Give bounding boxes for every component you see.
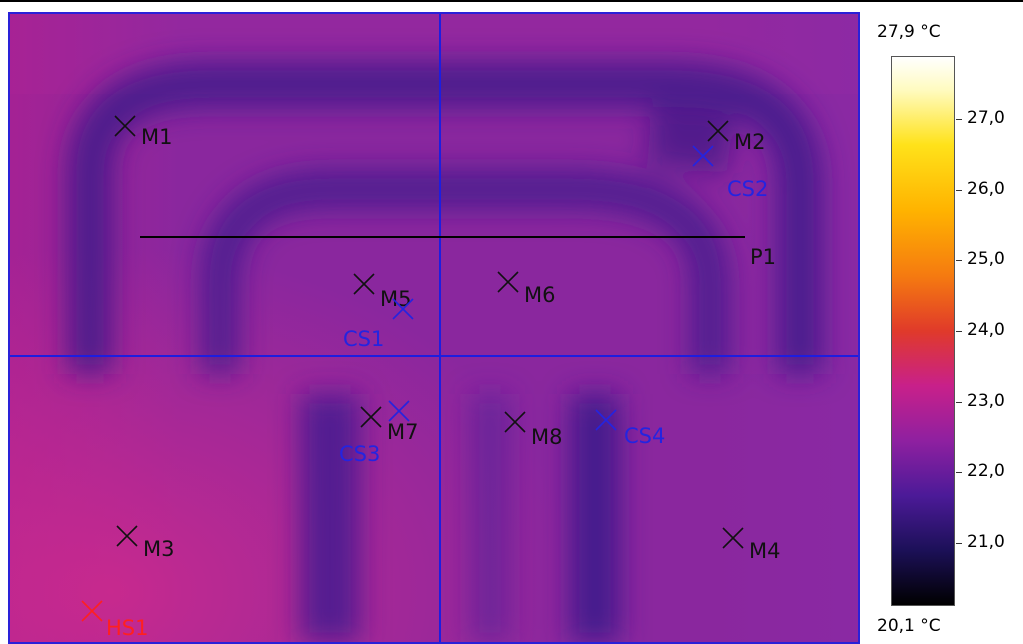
marker-hs1[interactable]: HS1 bbox=[81, 600, 148, 640]
marker-cs1[interactable]: CS1 bbox=[343, 298, 414, 351]
colorbar-tick bbox=[956, 331, 962, 332]
marker-m6[interactable]: M6 bbox=[497, 271, 555, 307]
colorbar-tick bbox=[956, 189, 962, 191]
marker-label-m5: M5 bbox=[380, 287, 411, 311]
marker-m8[interactable]: M8 bbox=[504, 411, 562, 449]
marker-label-cs3: CS3 bbox=[339, 442, 380, 466]
marker-label-m8: M8 bbox=[531, 425, 562, 449]
marker-label-m6: M6 bbox=[524, 283, 555, 307]
marker-cs2[interactable]: CS2 bbox=[692, 145, 768, 201]
marker-m3[interactable]: M3 bbox=[116, 525, 174, 561]
marker-label-m2: M2 bbox=[734, 130, 765, 154]
colorbar-tick-label: 26,0 bbox=[967, 178, 1005, 199]
colorbar-tick-label: 25,0 bbox=[967, 249, 1005, 270]
marker-label-cs4: CS4 bbox=[624, 424, 665, 448]
temperature-colorbar bbox=[891, 56, 955, 606]
measurement-markers: M1 M2 M3 M4 M5 M6 M7 M8 CS1 CS2 CS3 CS4 HS1 bbox=[81, 115, 780, 640]
colorbar-tick bbox=[956, 542, 962, 544]
scale-max-label: 27,9 °C bbox=[877, 22, 941, 42]
colorbar-tick bbox=[956, 260, 962, 262]
marker-m4[interactable]: M4 bbox=[722, 527, 780, 563]
marker-m1[interactable]: M1 bbox=[114, 115, 172, 149]
colorbar-tick bbox=[956, 119, 962, 121]
marker-m7[interactable]: M7 bbox=[360, 406, 418, 444]
outer-cool-arc bbox=[67, 61, 823, 374]
colorbar-tick-label: 27,0 bbox=[967, 108, 1005, 129]
colorbar-tick-label: 23,0 bbox=[967, 390, 1005, 411]
colorbar-tick bbox=[956, 472, 962, 474]
marker-m2[interactable]: M2 bbox=[707, 120, 765, 154]
thermogram-canvas[interactable]: P1 M1 M2 M3 M4 M5 M6 M7 M8 CS1 CS2 CS3 CS4 HS1 bbox=[10, 14, 858, 642]
scale-min-label: 20,1 °C bbox=[877, 616, 941, 636]
colorbar-tick-label: 24,0 bbox=[967, 320, 1005, 340]
marker-label-m7: M7 bbox=[387, 420, 418, 444]
marker-label-m1: M1 bbox=[141, 125, 172, 149]
marker-cs3[interactable]: CS3 bbox=[339, 400, 410, 466]
top-border-rule bbox=[0, 0, 1023, 2]
thermal-image-view[interactable]: P1 M1 M2 M3 M4 M5 M6 M7 M8 CS1 CS2 CS3 CS4 HS1 bbox=[8, 12, 860, 644]
colorbar-tick-label: 22,0 bbox=[967, 461, 1005, 482]
marker-label-m3: M3 bbox=[143, 537, 174, 561]
marker-label-cs2: CS2 bbox=[727, 177, 768, 201]
profile-line-label: P1 bbox=[750, 245, 776, 269]
colorbar-tick bbox=[956, 401, 962, 403]
cold-spot-upper-right bbox=[646, 104, 734, 174]
colorbar-tick-label: 21,0 bbox=[967, 531, 1005, 552]
marker-m5[interactable]: M5 bbox=[353, 273, 411, 311]
marker-label-m4: M4 bbox=[749, 539, 780, 563]
marker-label-cs1: CS1 bbox=[343, 327, 384, 351]
marker-cs4[interactable]: CS4 bbox=[595, 409, 665, 448]
marker-label-hs1: HS1 bbox=[106, 616, 148, 640]
